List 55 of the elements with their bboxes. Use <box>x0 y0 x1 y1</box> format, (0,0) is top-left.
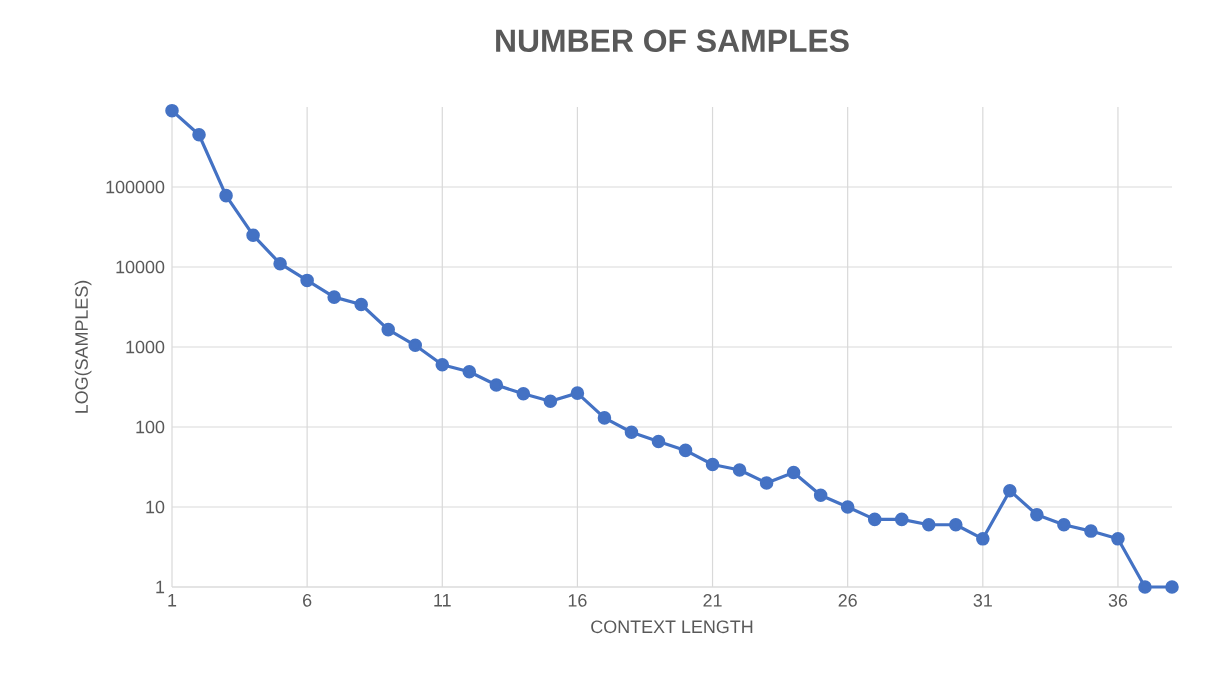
x-tick-label: 16 <box>568 594 587 607</box>
point <box>786 465 801 480</box>
point <box>705 457 720 472</box>
point <box>381 322 395 337</box>
x-tick-label: 6 <box>303 594 312 607</box>
x-tick-label: 11 <box>434 594 451 607</box>
point <box>246 228 260 242</box>
point <box>570 386 585 400</box>
point <box>273 256 287 271</box>
x-tick-label: 36 <box>1108 594 1128 607</box>
point <box>1084 524 1098 538</box>
y-tick-label: 10 <box>146 500 165 514</box>
point <box>1030 507 1044 522</box>
point <box>489 378 504 392</box>
point <box>976 532 990 546</box>
y-tick-label: 1 <box>156 580 165 594</box>
point <box>354 297 368 312</box>
point <box>1165 580 1179 594</box>
point <box>192 127 206 142</box>
point <box>678 443 693 458</box>
point <box>1111 532 1125 546</box>
x-tick-label: 26 <box>838 594 857 607</box>
point <box>408 338 423 353</box>
point <box>165 103 179 118</box>
y-tick-label: 10000 <box>116 260 165 274</box>
y-tick-label: 100 <box>136 420 165 434</box>
point <box>921 517 936 532</box>
point <box>894 512 909 527</box>
point <box>300 273 314 288</box>
x-tick-label: 31 <box>973 594 992 607</box>
point <box>840 500 855 514</box>
point <box>597 411 612 425</box>
point <box>732 463 747 477</box>
point <box>327 290 341 304</box>
point <box>651 434 666 449</box>
point <box>1057 517 1071 532</box>
point <box>624 425 639 440</box>
point <box>1003 483 1017 498</box>
chart-title: NUMBER OF SAMPLES <box>496 29 849 53</box>
point <box>219 188 233 203</box>
point <box>462 365 477 379</box>
x-tick-label: 1 <box>168 594 177 607</box>
point <box>516 387 531 401</box>
point <box>435 357 450 372</box>
point <box>1138 580 1152 594</box>
y-tick-label: 100000 <box>106 180 165 194</box>
point <box>949 517 963 532</box>
x-tick-label: 21 <box>703 594 722 607</box>
x-axis-title: CONTEXT LENGTH <box>591 620 753 634</box>
point <box>543 394 558 409</box>
point <box>867 512 882 527</box>
point <box>813 488 828 503</box>
point <box>759 476 774 490</box>
y-tick-label: 1000 <box>126 340 165 354</box>
y-axis-title: LOG(SAMPLES) <box>74 280 92 413</box>
